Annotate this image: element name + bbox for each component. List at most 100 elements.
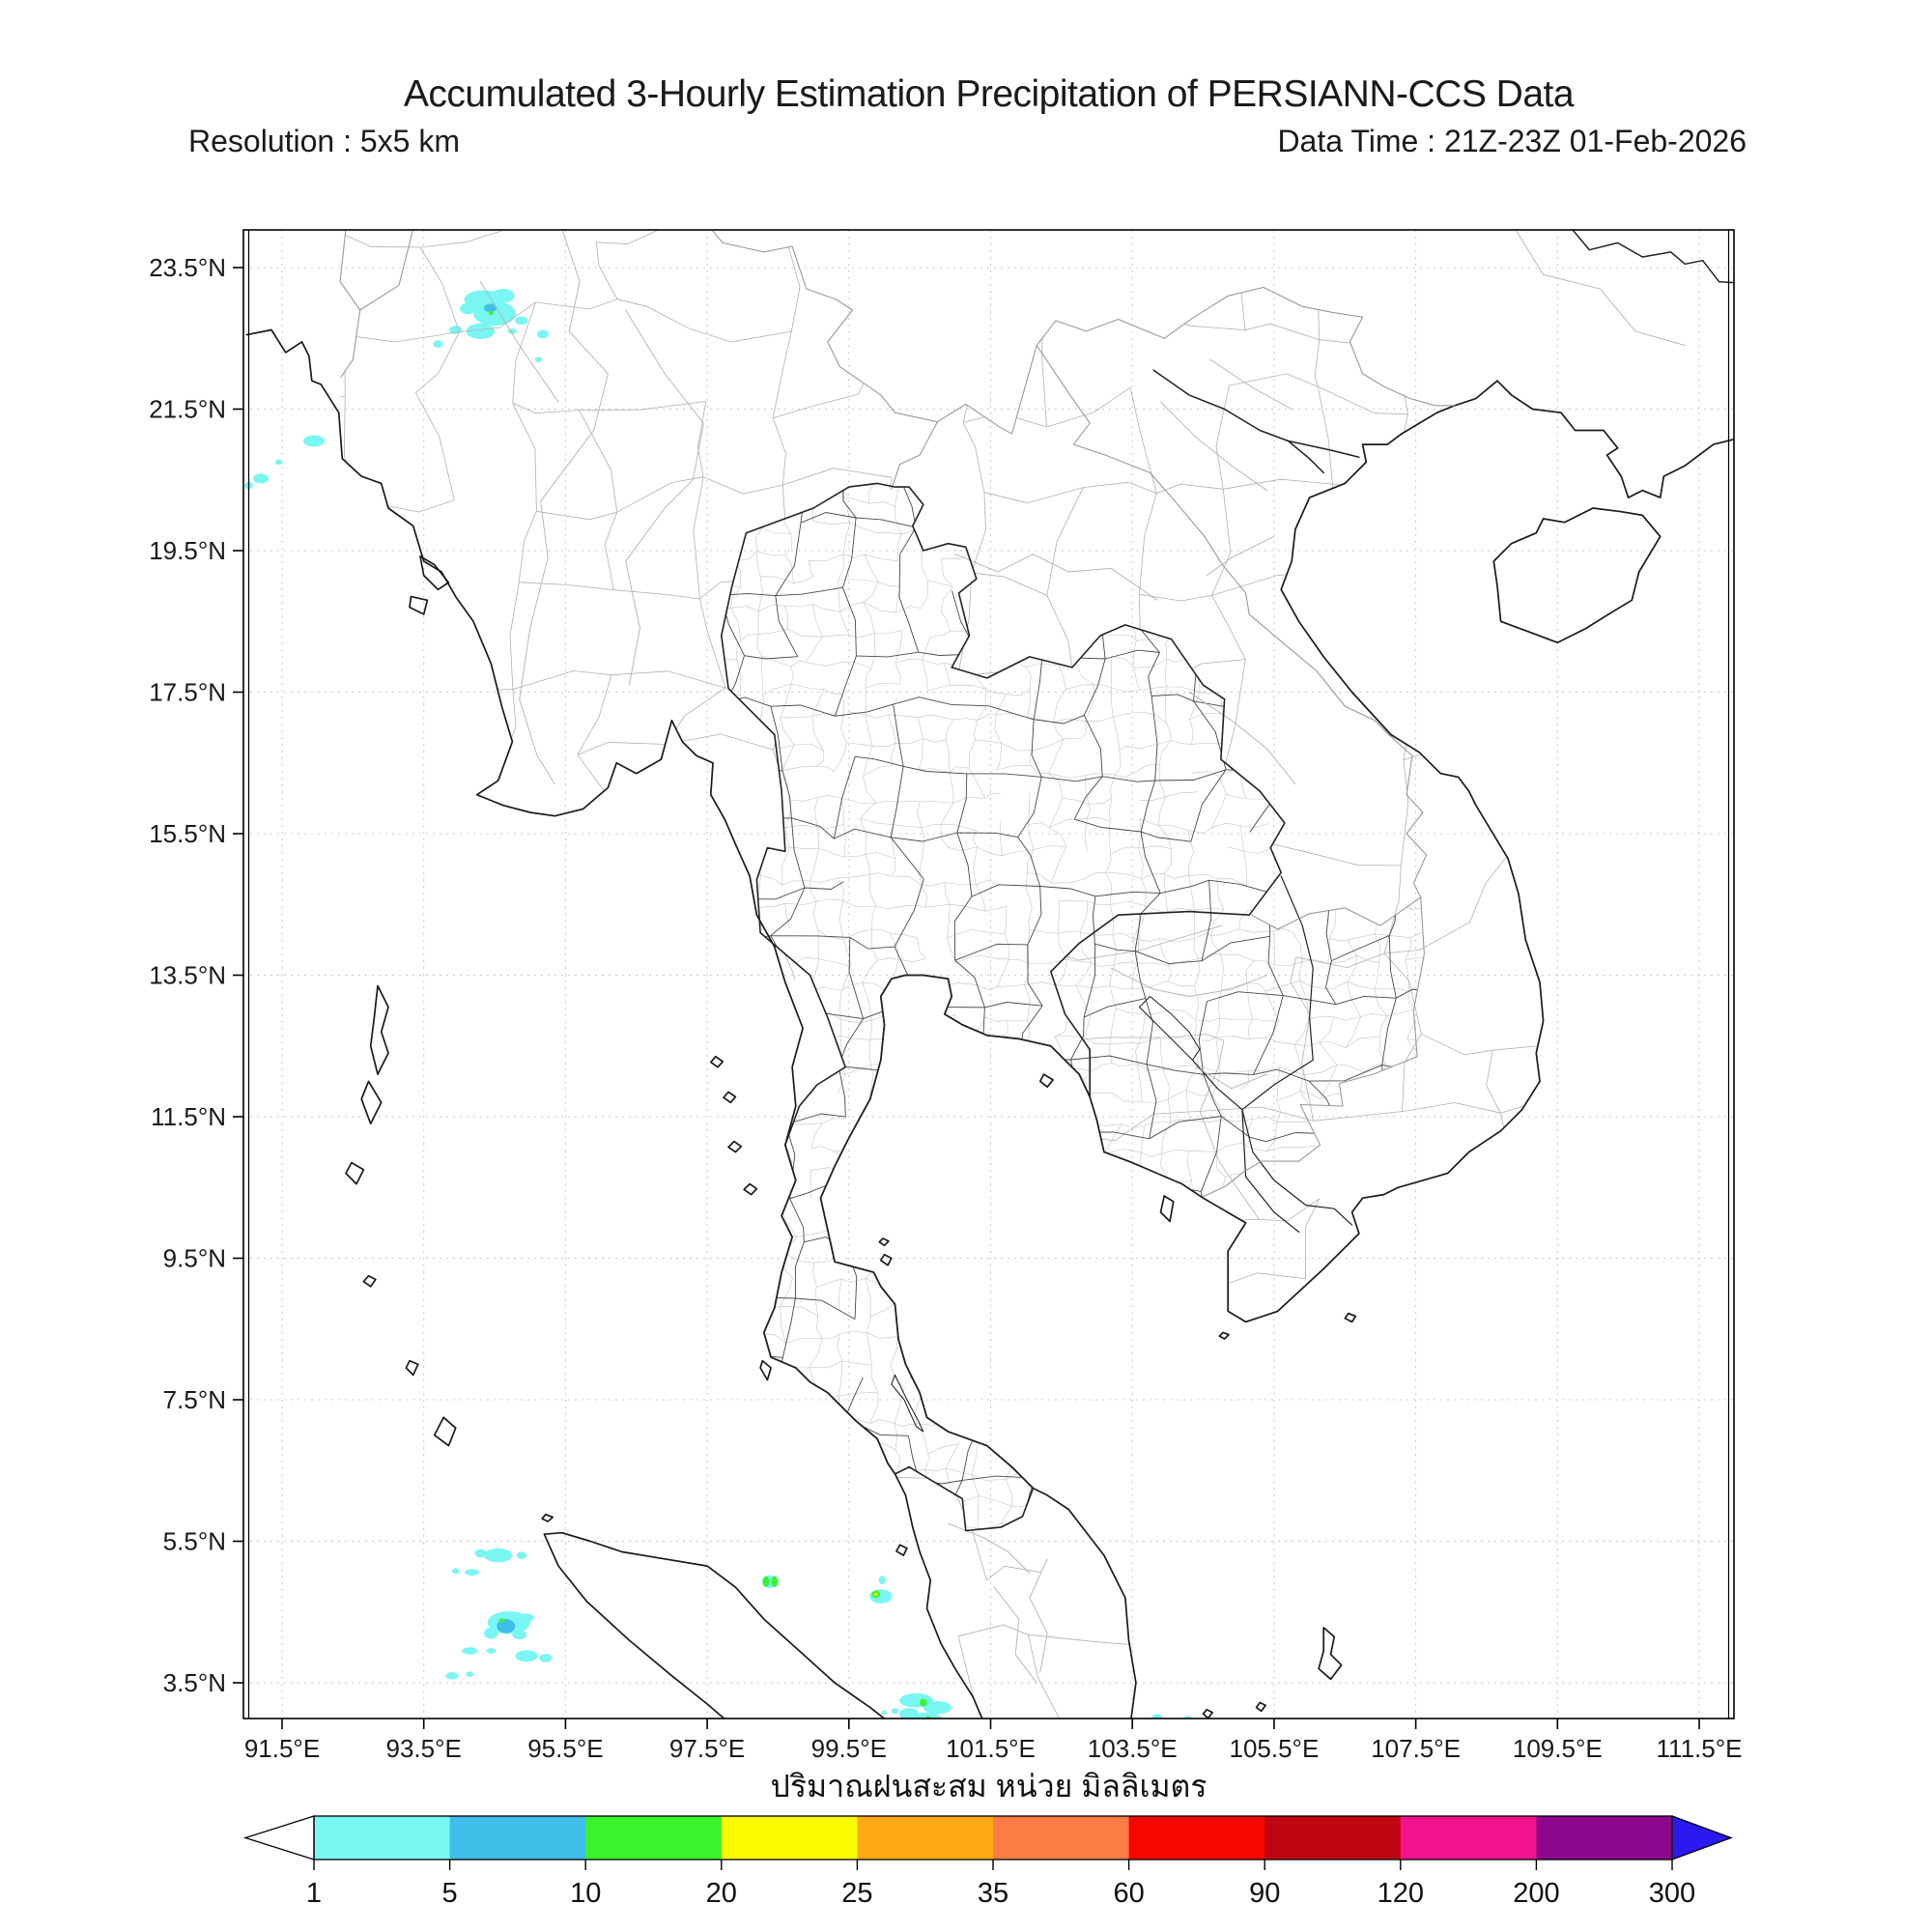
island-phuket	[759, 1359, 772, 1381]
precip-spot	[925, 1716, 931, 1719]
lat-tick-label: 9.5°N	[163, 1244, 226, 1273]
geography-layers	[245, 230, 1734, 1719]
island-hainan	[1492, 507, 1662, 644]
island-tambelan-1	[1202, 1708, 1213, 1719]
precip-spot	[873, 1592, 878, 1596]
admin-cambodia-1	[1110, 967, 1268, 997]
page-title: Accumulated 3-Hourly Estimation Precipit…	[403, 73, 1575, 115]
colorbar-segment	[857, 1816, 994, 1860]
colorbar-tick-label: 300	[1649, 1878, 1695, 1909]
province-boundaries	[721, 483, 1425, 1531]
admin-cambodia-2	[1195, 1066, 1268, 1090]
precip-spot	[492, 289, 515, 303]
district-boundaries	[721, 483, 1425, 1531]
lon-tick-label: 97.5°E	[669, 1734, 745, 1763]
border-myanmar-laos	[891, 421, 939, 490]
resolution-label: Resolution : 5x5 km	[188, 124, 461, 158]
border-laos-cambodia	[1250, 896, 1422, 930]
precip-spot	[537, 329, 549, 339]
coast-bangladesh-myanmar-malaya	[245, 328, 983, 1719]
precip-spot	[539, 1654, 553, 1662]
precip-spot	[445, 1672, 459, 1680]
island-phangan	[878, 1237, 890, 1247]
lat-tick-label: 17.5°N	[149, 678, 226, 707]
lake-songkhla	[891, 1374, 924, 1433]
border-china	[711, 230, 1456, 435]
colorbar-tick-label: 25	[841, 1878, 872, 1909]
admin-myanmar-shan	[625, 309, 704, 686]
precip-spot	[512, 1630, 526, 1640]
island-little-andaman	[345, 1161, 365, 1185]
colorbar-tick-label: 60	[1113, 1878, 1144, 1909]
border-india-myanmar	[359, 230, 413, 311]
precip-spot	[484, 303, 497, 313]
river-red-branch	[1287, 440, 1360, 459]
precip-spot	[881, 1710, 888, 1716]
island-mergui-2	[723, 1091, 737, 1104]
colorbar-segment	[314, 1816, 451, 1860]
island-andaman-north	[369, 984, 389, 1075]
lon-tick-label: 91.5°E	[244, 1734, 320, 1763]
colorbar-caption-thai: ปริมาณฝนสะสม หน่วย มิลลิเมตร	[770, 1769, 1208, 1804]
precip-spot	[484, 1548, 513, 1563]
precip-spot	[771, 1576, 779, 1587]
lat-tick-label: 15.5°N	[149, 819, 226, 848]
colorbar-tick-label: 35	[978, 1878, 1009, 1909]
precip-spot	[275, 459, 282, 466]
lat-tick-label: 5.5°N	[163, 1527, 226, 1556]
island-mergui-4	[743, 1182, 758, 1196]
lake-tonlesap	[1139, 996, 1201, 1061]
precip-spot	[912, 1712, 942, 1719]
thailand-country-outline	[721, 482, 1286, 1532]
colorbar-tick-label: 20	[706, 1878, 737, 1909]
admin-malaysia-1	[948, 1522, 1031, 1574]
lon-tick-label: 105.5°E	[1229, 1734, 1319, 1763]
lon-tick-label: 107.5°E	[1371, 1734, 1461, 1763]
precip-spot	[891, 1708, 899, 1715]
colorbar-tick-label: 90	[1249, 1878, 1280, 1909]
island-mergui-3	[727, 1140, 743, 1153]
lon-tick-label: 103.5°E	[1088, 1734, 1178, 1763]
precip-spot	[534, 356, 543, 363]
lon-tick-label: 109.5°E	[1513, 1734, 1603, 1763]
lat-tick-label: 3.5°N	[163, 1668, 226, 1697]
precip-spot	[878, 1576, 886, 1585]
admin-vietnam-1	[1209, 358, 1293, 410]
precip-spot	[460, 302, 476, 315]
map-frame	[242, 229, 1735, 1719]
precip-spot	[923, 1701, 952, 1715]
data-time-label: Data Time : 21Z-23Z 01-Feb-2026	[1277, 124, 1747, 158]
island-penang	[895, 1544, 908, 1556]
precip-spot	[466, 1671, 474, 1678]
lon-tick-label: 99.5°E	[811, 1734, 887, 1763]
colorbar-segment	[1128, 1816, 1265, 1860]
colorbar-segment	[449, 1816, 586, 1860]
colorbar-segment	[993, 1816, 1130, 1860]
lon-tick-label: 93.5°E	[386, 1734, 462, 1763]
precip-spot	[497, 1619, 516, 1634]
coast-gulf-vietnam-china	[819, 380, 1734, 1719]
island-great-nicobar	[433, 1416, 457, 1447]
river-red	[1152, 369, 1324, 474]
precip-spot	[486, 1648, 497, 1654]
colorbar-segment	[1400, 1816, 1537, 1860]
island-sumatra	[543, 1531, 886, 1719]
river-bassac	[1241, 1109, 1300, 1233]
admin-vietnam-3	[1206, 535, 1275, 577]
island-tambelan-2	[1255, 1701, 1266, 1713]
colorbar-tick-label: 200	[1513, 1878, 1559, 1909]
island-kochang	[1038, 1073, 1054, 1089]
precip-spot	[433, 340, 443, 348]
precip-spot	[473, 301, 516, 327]
precip-spot	[462, 1647, 478, 1655]
admin-malaysia-3	[993, 1586, 1037, 1684]
graticule-gridlines	[243, 230, 1734, 1719]
precip-spot	[516, 1551, 527, 1559]
river-xi	[1572, 230, 1734, 284]
admin-malaysia-2	[1029, 1558, 1048, 1673]
precip-spot	[452, 1568, 460, 1575]
island-mergui-1	[709, 1055, 724, 1068]
island-ramree	[419, 555, 450, 591]
lon-tick-label: 95.5°E	[527, 1734, 603, 1763]
